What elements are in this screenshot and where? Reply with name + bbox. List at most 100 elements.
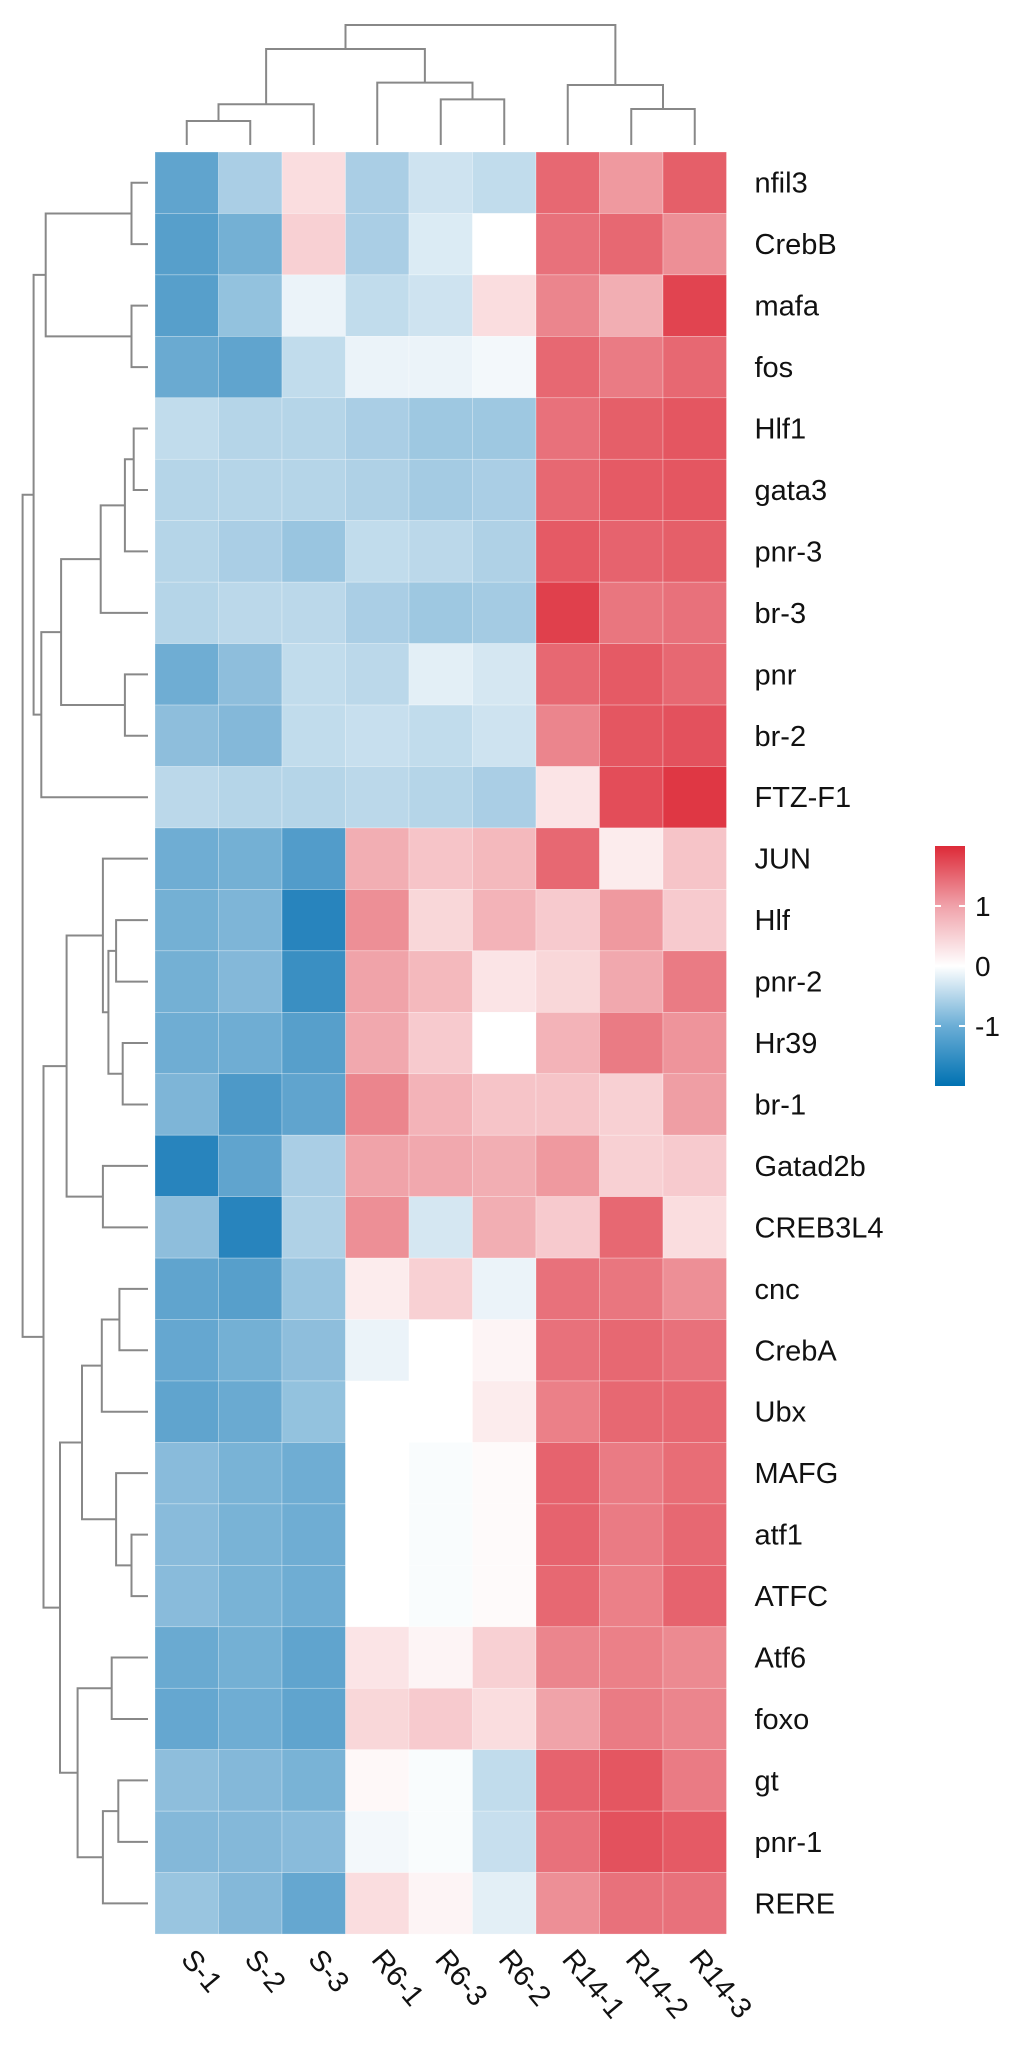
heatmap-cell-gt-S-2 xyxy=(218,1749,283,1812)
heatmap-cell-nfil3-R6-2 xyxy=(472,151,537,214)
heatmap-cell-Hlf1-S-3 xyxy=(281,397,346,460)
heatmap-cell-CrebB-R6-2 xyxy=(472,213,537,276)
heatmap-cell-Atf6-R14-3 xyxy=(662,1626,727,1689)
heatmap-cell-Ubx-R14-2 xyxy=(599,1380,664,1443)
heatmap-cell-br-1-R6-2 xyxy=(472,1073,537,1136)
row-label: pnr-3 xyxy=(755,536,823,568)
heatmap-cell-ATFC-S-1 xyxy=(154,1565,219,1628)
heatmap-cell-br-3-R6-1 xyxy=(345,581,410,644)
heatmap-cell-pnr-3-S-1 xyxy=(154,520,219,583)
heatmap-cell-cnc-S-3 xyxy=(281,1257,346,1320)
heatmap-cell-CrebA-R14-1 xyxy=(535,1319,600,1382)
row-dendrogram-branch xyxy=(100,1318,148,1413)
row-label: gata3 xyxy=(755,475,828,507)
heatmap-cell-pnr-1-R14-2 xyxy=(599,1810,664,1873)
heatmap-cell-Ubx-R14-1 xyxy=(535,1380,600,1443)
heatmap-cell-fos-S-1 xyxy=(154,336,219,399)
row-label: CrebB xyxy=(755,229,837,261)
heatmap-cell-br-2-S-3 xyxy=(281,704,346,767)
heatmap-cell-br-2-R6-1 xyxy=(345,704,410,767)
heatmap-cell-foxo-S-2 xyxy=(218,1687,283,1751)
heatmap-cell-fos-S-2 xyxy=(218,336,283,399)
column-label: R6-1 xyxy=(365,1944,430,2013)
heatmap-cell-RERE-R14-2 xyxy=(599,1872,664,1935)
heatmap-cell-ATFC-R6-3 xyxy=(408,1565,473,1628)
heatmap-cell-fos-R6-3 xyxy=(408,336,473,399)
heatmap-cell-fos-S-3 xyxy=(281,336,346,399)
column-dendrogram-branch xyxy=(566,84,664,145)
column-label: S-1 xyxy=(174,1944,228,1999)
heatmap-cell-cnc-R14-1 xyxy=(535,1257,600,1320)
heatmap-cell-Ubx-R6-2 xyxy=(472,1380,537,1443)
heatmap-cell-Gatad2b-R14-3 xyxy=(662,1134,727,1197)
heatmap-cell-CrebB-R14-2 xyxy=(599,213,664,276)
heatmap-cell-Hlf-R6-3 xyxy=(408,889,473,952)
heatmap-cell-atf1-S-3 xyxy=(281,1503,346,1566)
heatmap-cell-MAFG-R6-1 xyxy=(345,1442,410,1505)
heatmap-cell-Atf6-R6-1 xyxy=(345,1626,410,1689)
heatmap-cell-br-3-S-1 xyxy=(154,581,219,644)
heatmap-cell-ATFC-R6-1 xyxy=(345,1565,410,1628)
heatmap-cell-MAFG-S-1 xyxy=(154,1442,219,1505)
row-label: nfil3 xyxy=(755,168,808,200)
heatmap-cell-pnr-S-2 xyxy=(218,643,283,706)
heatmap-cell-pnr-2-R6-2 xyxy=(472,950,537,1013)
heatmap-cell-pnr-S-3 xyxy=(281,643,346,706)
heatmap-cell-CrebA-S-1 xyxy=(154,1319,219,1382)
row-dendrogram-branch xyxy=(40,631,148,799)
heatmap-cell-nfil3-S-1 xyxy=(154,151,219,214)
heatmap-cell-Hlf1-R6-1 xyxy=(345,397,410,460)
heatmap-cell-mafa-S-3 xyxy=(281,274,346,337)
heatmap-cell-CREB3L4-R14-2 xyxy=(599,1196,664,1259)
heatmap-cell-nfil3-R14-3 xyxy=(662,151,727,214)
heatmap-cell-CREB3L4-S-2 xyxy=(218,1196,283,1259)
heatmap-cell-mafa-R14-3 xyxy=(662,274,727,337)
heatmap-cell-ATFC-R14-2 xyxy=(599,1565,664,1628)
heatmap-cell-JUN-R6-1 xyxy=(345,827,410,890)
heatmap-cell-CrebA-R14-3 xyxy=(662,1319,727,1382)
heatmap-cell-atf1-R6-3 xyxy=(408,1503,473,1566)
heatmap-cell-mafa-S-2 xyxy=(218,274,283,337)
heatmap-cell-br-2-R14-2 xyxy=(599,704,664,767)
heatmap-cell-gata3-R6-1 xyxy=(345,458,410,522)
row-label: cnc xyxy=(755,1274,800,1306)
heatmap-cell-MAFG-R14-3 xyxy=(662,1442,727,1505)
heatmap-cell-gata3-S-2 xyxy=(218,458,283,522)
heatmap-cell-br-1-R14-3 xyxy=(662,1073,727,1136)
heatmap-cell-Hr39-S-2 xyxy=(218,1011,283,1075)
heatmap-cell-gt-R6-1 xyxy=(345,1749,410,1812)
heatmap-cell-pnr-3-R14-1 xyxy=(535,520,600,583)
heatmap-cell-ATFC-R14-3 xyxy=(662,1565,727,1628)
heatmap-cell-RERE-S-1 xyxy=(154,1872,219,1935)
heatmap-cell-mafa-R14-2 xyxy=(599,274,664,337)
row-dendrogram-branch xyxy=(132,427,148,491)
heatmap-cell-gt-S-3 xyxy=(281,1749,346,1812)
row-dendrogram-branch xyxy=(76,1687,112,1859)
heatmap-cell-pnr-3-S-2 xyxy=(218,520,283,583)
heatmap-cell-Hr39-R14-1 xyxy=(535,1011,600,1075)
heatmap-cell-Hlf-S-3 xyxy=(281,889,346,952)
heatmap-cell-atf1-R14-3 xyxy=(662,1503,727,1566)
heatmap-cell-foxo-R14-2 xyxy=(599,1687,664,1751)
heatmap-cell-cnc-R6-2 xyxy=(472,1257,537,1320)
row-dendrogram-branch xyxy=(130,304,148,369)
heatmap-cell-Ubx-S-1 xyxy=(154,1380,219,1443)
row-label: Hlf1 xyxy=(755,414,807,446)
heatmap-cell-pnr-2-R14-3 xyxy=(662,950,727,1013)
row-label: Ubx xyxy=(755,1397,807,1429)
heatmap-cell-Gatad2b-R14-1 xyxy=(535,1134,600,1197)
heatmap-cell-pnr-R6-2 xyxy=(472,643,537,706)
row-dendrogram-branch xyxy=(81,1364,117,1521)
heatmap-cell-Gatad2b-S-3 xyxy=(281,1134,346,1197)
column-dendrogram-branch xyxy=(344,24,617,85)
heatmap-cell-pnr-2-S-1 xyxy=(154,950,219,1013)
heatmap-cell-cnc-S-1 xyxy=(154,1257,219,1320)
heatmap-cell-RERE-R6-2 xyxy=(472,1872,537,1935)
heatmap-cell-br-1-R6-1 xyxy=(345,1073,410,1136)
heatmap-cell-Ubx-R14-3 xyxy=(662,1380,727,1443)
heatmap-cell-pnr-3-R6-2 xyxy=(472,520,537,583)
heatmap-cell-mafa-R6-2 xyxy=(472,274,537,337)
heatmap-cell-CrebB-S-3 xyxy=(281,213,346,276)
heatmap-cell-ATFC-R14-1 xyxy=(535,1565,600,1628)
column-dendrogram-branch xyxy=(376,81,474,145)
